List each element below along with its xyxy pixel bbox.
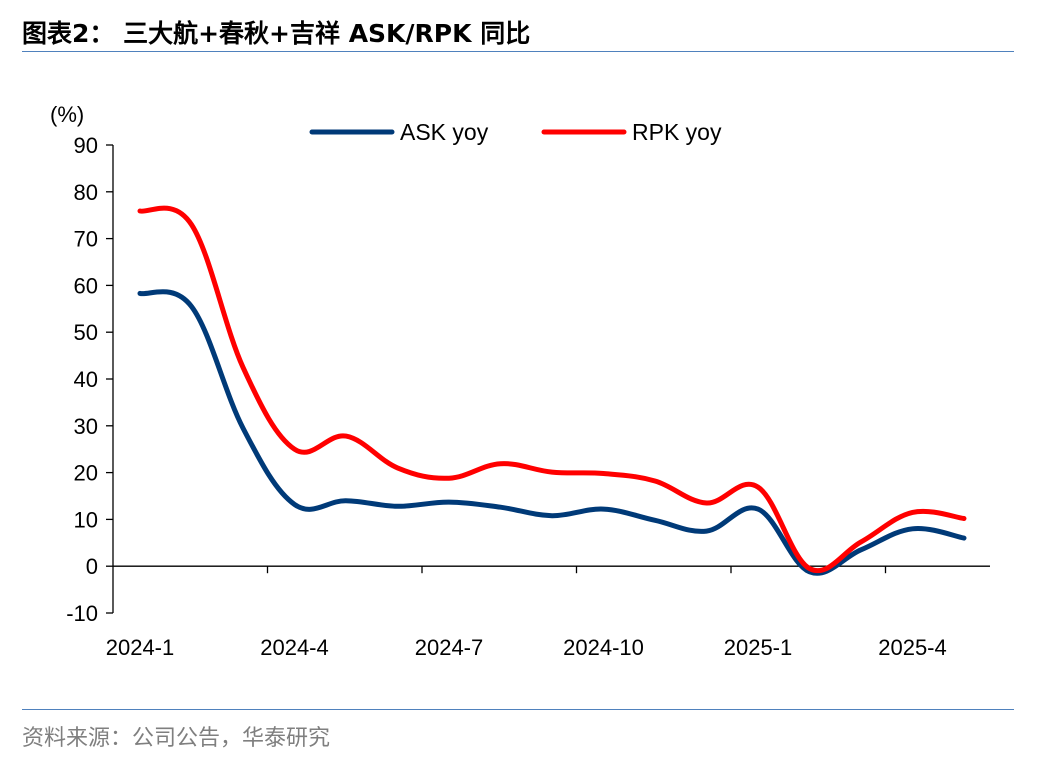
y-tick-label: 20 [74, 461, 98, 486]
y-tick-label: 90 [74, 133, 98, 158]
y-tick-label: 30 [74, 414, 98, 439]
y-tick-label: 70 [74, 227, 98, 252]
series-lines [137, 205, 967, 576]
x-tick-label: 2024-1 [106, 635, 175, 660]
title-divider [22, 51, 1014, 52]
legend: ASK yoy RPK yoy [309, 119, 722, 145]
x-tick-label: 2025-1 [724, 635, 793, 660]
figure-title: 图表2： 三大航+春秋+吉祥 ASK/RPK 同比 [22, 19, 531, 48]
x-tick-label: 2024-10 [563, 635, 644, 660]
legend-label: RPK yoy [632, 119, 722, 145]
series-line-ask-yoy [137, 289, 967, 576]
y-tick-label: -10 [66, 601, 98, 626]
x-tick-label: 2024-7 [415, 635, 484, 660]
y-tick-label: 80 [74, 180, 98, 205]
x-tick-label: 2024-4 [260, 635, 329, 660]
x-axis: 2024-1 2024-4 2024-7 2024-10 2025-1 2025-4 [106, 565, 990, 660]
source-note: 资料来源：公司公告，华泰研究 [22, 726, 331, 751]
footer-divider [22, 709, 1014, 710]
y-tick-label: 50 [74, 320, 98, 345]
legend-label: ASK yoy [400, 119, 489, 145]
y-tick-label: 0 [86, 554, 98, 579]
y-unit-label: (%) [50, 102, 84, 127]
series-line-rpk-yoy [137, 205, 967, 574]
y-axis: -10 0 10 20 30 40 50 60 70 80 90 (%) [50, 102, 114, 626]
x-tick-label: 2025-4 [878, 635, 947, 660]
y-tick-label: 10 [74, 507, 98, 532]
y-tick-label: 60 [74, 273, 98, 298]
y-tick-label: 40 [74, 367, 98, 392]
